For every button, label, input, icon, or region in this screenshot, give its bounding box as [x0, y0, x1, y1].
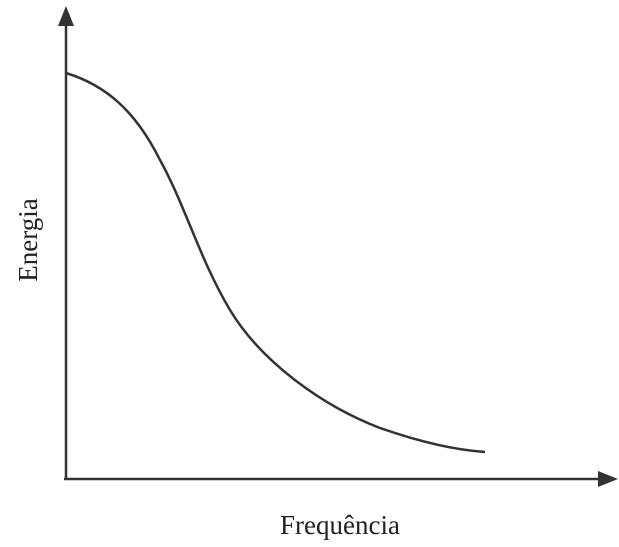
- energy-curve: [65, 71, 486, 454]
- x-axis-label: Frequência: [280, 510, 400, 540]
- x-axis-arrow: [598, 471, 618, 487]
- y-axis-label: Energia: [13, 198, 43, 281]
- y-axis-arrow: [58, 6, 74, 26]
- axes: [58, 6, 618, 487]
